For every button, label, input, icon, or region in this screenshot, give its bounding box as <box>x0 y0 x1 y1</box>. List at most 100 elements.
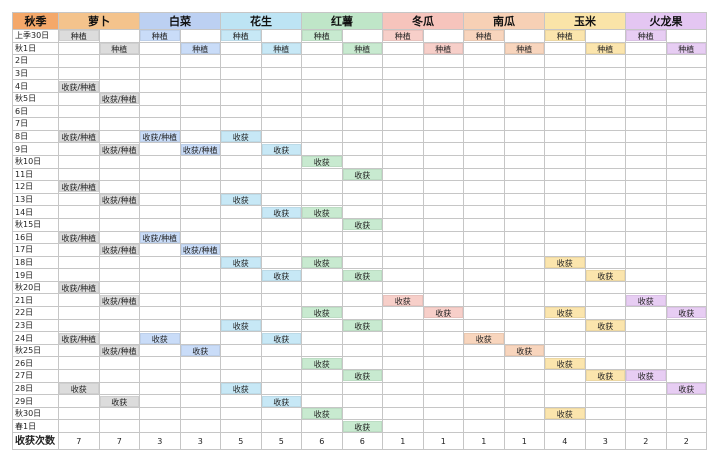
day-row: 26日 收获 收获 <box>12 356 707 371</box>
schedule-cell <box>463 343 505 358</box>
schedule-cell <box>463 167 505 182</box>
schedule-cell <box>625 104 667 119</box>
schedule-cell <box>584 293 626 308</box>
harvest-count: 1 <box>422 432 464 450</box>
schedule-cell <box>98 356 140 371</box>
schedule-cell <box>584 205 626 219</box>
harvest-mark: 收获 <box>585 370 625 382</box>
schedule-cell <box>422 318 464 333</box>
schedule-cell <box>58 54 100 68</box>
schedule-cell: 收获/种植 <box>58 280 100 295</box>
schedule-cell <box>220 243 262 257</box>
schedule-cell <box>665 142 707 156</box>
harvest-count: 7 <box>58 432 100 450</box>
harvest-mark: 收获 <box>666 307 706 319</box>
schedule-cell <box>301 142 343 156</box>
schedule-cell <box>382 369 424 383</box>
day-label: 秋15日 <box>12 217 59 232</box>
schedule-cell <box>463 230 505 245</box>
schedule-cell <box>260 230 302 245</box>
schedule-cell <box>503 54 545 68</box>
schedule-cell <box>544 343 586 358</box>
schedule-cell: 种植 <box>422 41 464 56</box>
schedule-cell <box>179 255 221 270</box>
schedule-cell <box>341 91 383 106</box>
harvest-count: 5 <box>220 432 262 450</box>
schedule-cell <box>260 29 302 43</box>
day-label: 秋30日 <box>12 406 59 421</box>
schedule-cell: 收获 <box>584 318 626 333</box>
schedule-cell <box>139 268 181 282</box>
schedule-cell <box>625 406 667 421</box>
schedule-cell <box>139 369 181 383</box>
day-row: 秋5日 收获/种植 <box>12 91 707 106</box>
schedule-cell <box>625 91 667 106</box>
schedule-cell <box>260 243 302 257</box>
schedule-cell <box>422 381 464 396</box>
schedule-cell: 收获/种植 <box>179 142 221 156</box>
schedule-cell <box>503 167 545 182</box>
schedule-cell <box>139 356 181 371</box>
schedule-cell <box>301 41 343 56</box>
schedule-cell <box>382 230 424 245</box>
schedule-cell: 收获 <box>544 255 586 270</box>
schedule-cell <box>422 129 464 144</box>
schedule-cell <box>220 394 262 408</box>
schedule-cell <box>665 230 707 245</box>
harvest-count: 2 <box>665 432 707 450</box>
day-row: 11日 收获 <box>12 167 707 182</box>
schedule-cell <box>422 419 464 433</box>
schedule-cell <box>544 217 586 232</box>
schedule-cell <box>58 406 100 421</box>
schedule-cell <box>665 117 707 131</box>
schedule-cell <box>422 104 464 119</box>
schedule-cell <box>584 66 626 81</box>
day-label: 19日 <box>12 268 59 282</box>
schedule-cell <box>544 117 586 131</box>
schedule-cell <box>665 154 707 169</box>
schedule-cell <box>341 306 383 320</box>
schedule-cell: 收获/种植 <box>98 293 140 308</box>
schedule-cell <box>341 192 383 207</box>
schedule-cell <box>139 280 181 295</box>
schedule-cell <box>179 217 221 232</box>
schedule-cell <box>422 66 464 81</box>
schedule-cell <box>422 406 464 421</box>
schedule-cell <box>463 356 505 371</box>
schedule-cell <box>220 419 262 433</box>
schedule-cell <box>584 230 626 245</box>
schedule-cell <box>58 394 100 408</box>
schedule-cell <box>220 142 262 156</box>
schedule-cell <box>220 54 262 68</box>
schedule-cell <box>463 142 505 156</box>
schedule-cell <box>422 255 464 270</box>
schedule-cell <box>625 117 667 131</box>
schedule-cell <box>179 54 221 68</box>
crop-header: 火龙果 <box>625 12 707 30</box>
both-mark: 收获/种植 <box>99 345 139 356</box>
schedule-cell <box>382 381 424 396</box>
schedule-cell <box>260 280 302 295</box>
crop-header: 红薯 <box>301 12 383 30</box>
schedule-cell <box>503 129 545 144</box>
schedule-cell: 种植 <box>260 41 302 56</box>
schedule-cell <box>463 104 505 119</box>
schedule-cell <box>179 192 221 207</box>
harvest-count: 6 <box>341 432 383 450</box>
schedule-cell <box>382 117 424 131</box>
schedule-cell <box>544 66 586 81</box>
day-label: 6日 <box>12 104 59 119</box>
schedule-cell <box>98 66 140 81</box>
day-label: 13日 <box>12 192 59 207</box>
day-row: 6日 <box>12 104 707 119</box>
schedule-cell <box>179 154 221 169</box>
schedule-cell <box>382 356 424 371</box>
schedule-cell <box>382 79 424 93</box>
schedule-cell <box>463 41 505 56</box>
harvest-mark: 收获 <box>342 370 382 382</box>
schedule-cell <box>422 369 464 383</box>
plant-mark: 种植 <box>140 30 180 42</box>
schedule-cell <box>665 280 707 295</box>
schedule-cell: 收获 <box>463 331 505 345</box>
schedule-cell <box>625 66 667 81</box>
